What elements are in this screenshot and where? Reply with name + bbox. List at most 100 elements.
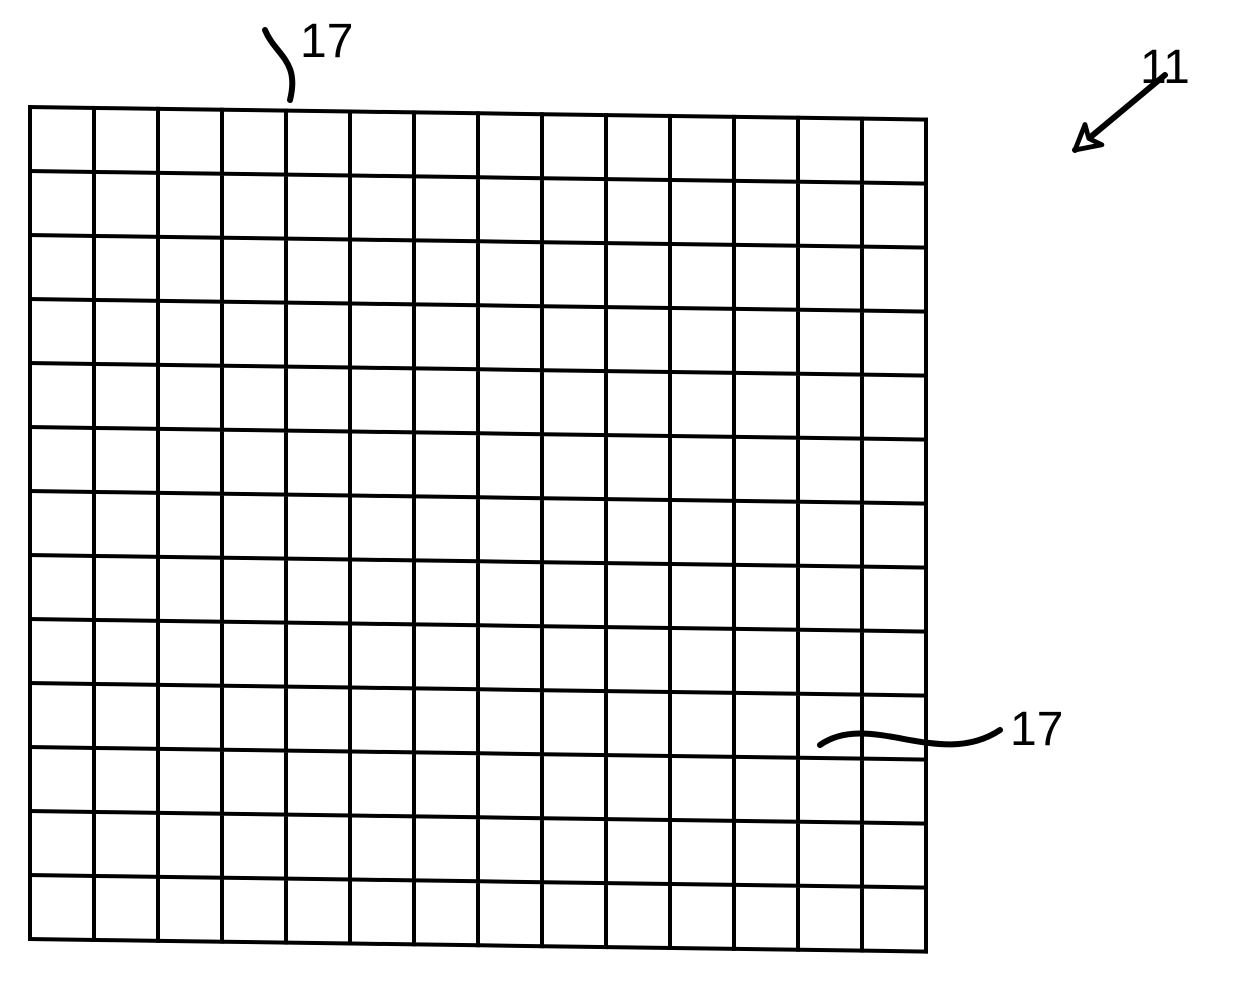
grid-cell [542,498,606,563]
grid-cell [542,562,606,627]
grid-cell [30,747,94,812]
grid-cell [734,309,798,374]
grid-cell [222,494,286,559]
grid-cell [414,624,478,689]
grid-cell [414,240,478,305]
grid-cell [798,182,862,247]
grid-cell [734,757,798,822]
grid-cell [158,493,222,558]
grid-cell [670,884,734,949]
grid-cell [606,499,670,564]
grid-cell [478,369,542,434]
grid-cell [670,628,734,693]
grid-cell [30,235,94,300]
grid-cell [734,885,798,950]
label-17-right: 17 [1010,702,1063,757]
grid-cell [286,111,350,176]
grid-cell [670,244,734,309]
grid-cell [478,561,542,626]
grid-cell [542,306,606,371]
grid-cell [478,625,542,690]
grid-cell [350,367,414,432]
grid-cell [94,748,158,813]
grid-cell [158,557,222,622]
grid-cell [798,566,862,631]
grid-cell [350,175,414,240]
grid-cell [734,373,798,438]
grid-cell [94,108,158,173]
grid-cell [94,556,158,621]
grid-cell [542,434,606,499]
grid-cell [862,631,926,696]
grid-cell [734,821,798,886]
grid-cell [606,243,670,308]
grid-cell [94,620,158,685]
grid-cell [94,236,158,301]
grid-cell [478,881,542,946]
grid-cell [350,239,414,304]
grid-cell [414,432,478,497]
grid-cell [862,183,926,248]
grid-cell [414,496,478,561]
grid-cell [542,242,606,307]
grid-cell [30,683,94,748]
grid-cell [670,692,734,757]
grid-cell [798,758,862,823]
grid-cell [158,429,222,494]
grid-cell [606,307,670,372]
grid-cell [30,491,94,556]
grid-cell [30,811,94,876]
grid-cell [606,563,670,628]
grid-cell [286,431,350,496]
grid-cell [286,815,350,880]
grid-cell [606,115,670,180]
grid-cell [158,749,222,814]
grid-cell [158,877,222,942]
grid-cell [734,565,798,630]
grid-cell [542,370,606,435]
grid-cell [414,112,478,177]
grid-cell [222,686,286,751]
grid-cell [862,439,926,504]
grid-cell [670,116,734,181]
grid-cell [286,495,350,560]
grid-cell [222,110,286,175]
grid-cell [862,759,926,824]
grid-cell [222,302,286,367]
grid-cell [94,300,158,365]
grid-cell [94,812,158,877]
grid-cell [30,619,94,684]
grid-cell [734,501,798,566]
grid-cell [670,756,734,821]
grid-cell [798,694,862,759]
grid-cell [734,437,798,502]
grid-cell [798,886,862,951]
grid-cell [734,117,798,182]
grid-cell [670,180,734,245]
grid-cell [670,564,734,629]
grid-cell [670,308,734,373]
grid-cell [350,815,414,880]
grid-cell [414,752,478,817]
grid-cell [478,689,542,754]
grid-cell [30,875,94,940]
grid-cell [478,113,542,178]
grid-cell [30,299,94,364]
label-17-top: 17 [300,14,353,69]
grid-cell [350,879,414,944]
grid-cell [414,880,478,945]
grid-cell [222,430,286,495]
grid-cell [222,878,286,943]
grid-cell [30,427,94,492]
grid-cell [606,435,670,500]
grid-cell [350,495,414,560]
grid-cell [734,693,798,758]
grid-cell [414,688,478,753]
grid-cell [350,559,414,624]
grid-cell [94,172,158,237]
grid-cell [286,239,350,304]
grid-cell [798,118,862,183]
grid-cell [542,882,606,947]
grid-cell [798,630,862,695]
grid-cell [350,623,414,688]
